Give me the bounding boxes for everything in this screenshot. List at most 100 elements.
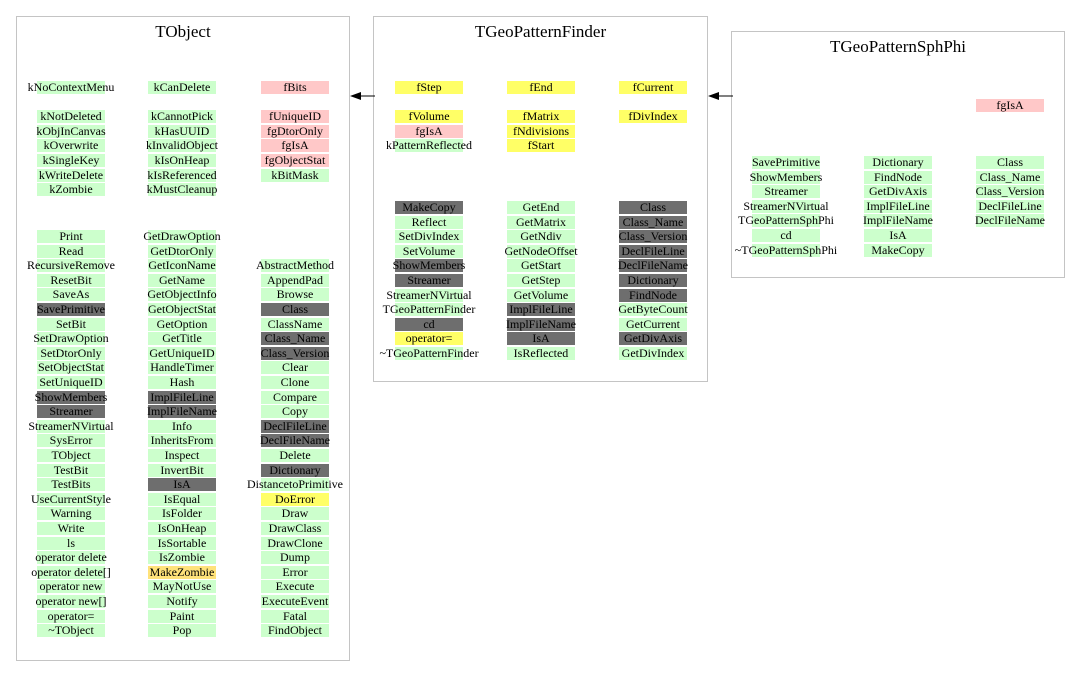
member-entry: GetIconName [148, 258, 216, 273]
member-entry: ImplFileName [506, 316, 576, 331]
member-entry: MayNotUse [148, 580, 216, 594]
member-entry: TGeoPatternSphPhi [738, 213, 834, 228]
member-entry: kNoContextMenu [27, 80, 115, 94]
member-entry: Clone [261, 376, 329, 389]
member-entry: IsA [148, 478, 216, 492]
member-entry: ExecuteEvent [261, 594, 329, 608]
member-entry: StreamerNVirtual [743, 198, 829, 213]
member-entry: MakeZombie [148, 564, 216, 579]
member-entry: Copy [261, 405, 329, 419]
member-entry: Draw [261, 507, 329, 521]
member-entry: FindNode [864, 170, 932, 184]
member-entry: GetObjectStat [148, 302, 216, 316]
member-entry: Paint [148, 609, 216, 623]
member-entry: kIsReferenced [147, 167, 217, 182]
member-entry: cd [752, 229, 820, 242]
member-entry: IsEqual [148, 492, 216, 506]
member-entry: IsA [864, 229, 932, 242]
member-entry: ~TObject [37, 624, 105, 638]
member-entry: Class_Name [261, 332, 329, 346]
member-entry: operator delete[] [31, 564, 111, 579]
member-entry: DoError [261, 492, 329, 506]
member-entry: Fatal [261, 609, 329, 623]
member-entry: DeclFileName [975, 213, 1045, 228]
member-entry: kMustCleanup [146, 182, 218, 197]
member-entry: Hash [148, 376, 216, 389]
inheritance-arrow [708, 92, 733, 100]
member-entry: operator delete [35, 550, 107, 565]
member-entry: operator new[] [35, 594, 107, 608]
member-entry: kOverwrite [37, 139, 105, 153]
member-entry: GetDivAxis [864, 185, 932, 199]
member-entry: ImplFileName [147, 404, 217, 419]
member-entry: Compare [261, 390, 329, 404]
member-entry: ~TGeoPatternSphPhi [734, 242, 838, 257]
member-entry: SetVolume [395, 244, 463, 258]
member-entry: Execute [261, 580, 329, 594]
member-entry: Error [261, 565, 329, 579]
member-entry: UseCurrentStyle [31, 491, 111, 506]
member-entry: Class_Name [619, 215, 687, 229]
member-entry: GetUniqueID [148, 345, 216, 360]
member-entry: fDivIndex [619, 110, 687, 124]
member-entry: GetDtorOnly [148, 244, 216, 258]
data-member-entry: fgDtorOnly [261, 124, 329, 138]
class-title: TGeoPatternSphPhi [830, 37, 966, 56]
member-entry: MakeCopy [395, 201, 463, 214]
member-entry: SetDtorOnly [37, 346, 105, 360]
member-entry: DeclFileName [260, 433, 330, 448]
member-entry: IsOnHeap [148, 522, 216, 535]
member-entry: GetVolume [507, 288, 575, 302]
member-entry: ImplFileLine [507, 303, 575, 317]
member-entry: kIsOnHeap [148, 154, 216, 167]
data-member-entry: fgObjectStat [261, 154, 329, 167]
member-entry: Class [261, 303, 329, 316]
member-entry: Read [37, 244, 105, 258]
member-entry: IsSortable [148, 536, 216, 550]
member-entry: ClassName [261, 317, 329, 331]
member-entry: GetDrawOption [143, 229, 221, 243]
member-entry: TGeoPatternFinder [382, 302, 476, 317]
member-entry: DeclFileLine [261, 419, 329, 433]
member-entry: kPatternReflected [386, 138, 472, 153]
class-title: TGeoPatternFinder [474, 22, 607, 41]
member-entry: StreamerNVirtual [28, 418, 114, 433]
inheritance-arrow [350, 92, 375, 100]
member-entry: TestBits [37, 478, 105, 492]
member-entry: SetDivIndex [395, 230, 463, 244]
member-entry: SetUniqueID [37, 376, 105, 389]
member-entry: fVolume [395, 110, 463, 124]
member-entry: kZombie [37, 183, 105, 197]
member-entry: fStep [395, 81, 463, 94]
member-entry: DrawClone [261, 536, 329, 550]
member-entry: StreamerNVirtual [386, 287, 472, 302]
member-entry: Class_Version [260, 345, 330, 360]
member-entry: FindNode [619, 288, 687, 302]
member-entry: operator= [395, 332, 463, 346]
member-entry: GetNodeOffset [504, 243, 578, 258]
member-entry: InheritsFrom [148, 434, 216, 448]
member-entry: AbstractMethod [256, 258, 334, 273]
member-entry: GetByteCount [618, 302, 688, 317]
member-entry: Print [37, 230, 105, 243]
member-entry: ShowMembers [749, 169, 823, 184]
member-entry: Class [976, 156, 1044, 169]
member-entry: Class_Name [976, 170, 1044, 184]
member-entry: ImplFileName [863, 213, 933, 228]
member-entry: kInvalidObject [146, 138, 218, 153]
member-entry: Write [37, 522, 105, 535]
member-entry: IsZombie [148, 551, 216, 565]
member-entry: ShowMembers [34, 389, 108, 404]
member-entry: RecursiveRemove [27, 258, 115, 273]
member-entry: kNotDeleted [37, 110, 105, 124]
member-entry: TestBit [37, 463, 105, 477]
member-entry: SysError [37, 434, 105, 448]
member-entry: HandleTimer [148, 361, 216, 375]
member-entry: fMatrix [507, 110, 575, 124]
member-entry: Class_Version [975, 184, 1045, 199]
member-entry: IsA [507, 332, 575, 346]
member-entry: InvertBit [148, 463, 216, 477]
member-entry: TObject [37, 449, 105, 462]
member-entry: operator new [37, 580, 105, 594]
member-entry: SavePrimitive [752, 155, 820, 169]
